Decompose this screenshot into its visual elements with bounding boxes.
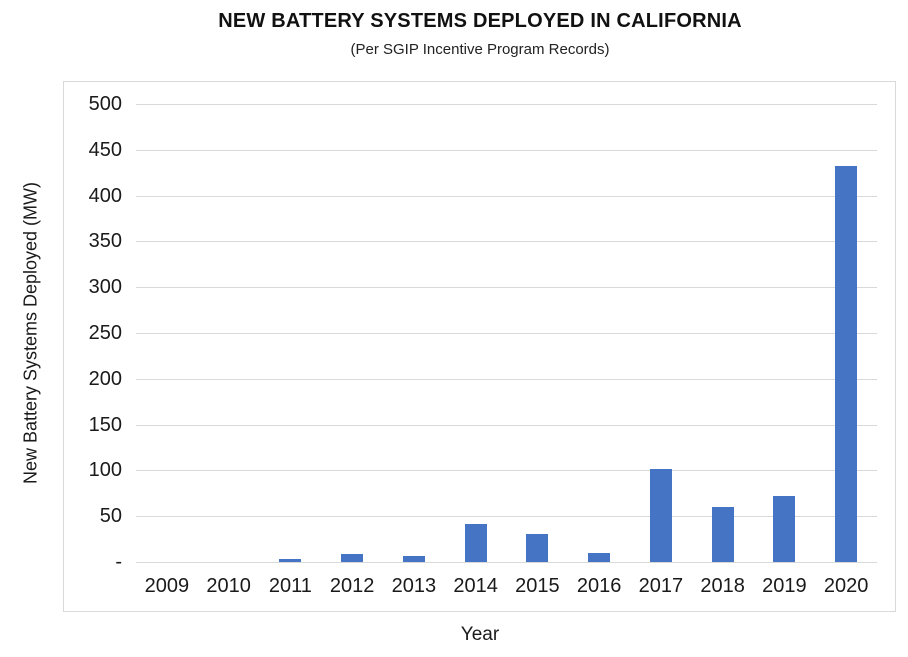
gridline xyxy=(136,287,877,289)
y-tick-label: 250 xyxy=(88,322,122,344)
gridline xyxy=(136,104,877,105)
x-tick-label: 2011 xyxy=(268,575,312,597)
bar-2017 xyxy=(649,468,672,562)
x-tick-label: 2014 xyxy=(453,575,498,597)
gridline xyxy=(136,333,877,334)
y-tick-label: - xyxy=(115,551,122,573)
x-tick-label: 2013 xyxy=(391,575,437,597)
x-tick-label: 2015 xyxy=(515,575,560,597)
gridline xyxy=(136,516,877,518)
x-tick-label: 2018 xyxy=(700,575,745,597)
y-tick-label: 50 xyxy=(99,505,122,528)
x-tick-label: 2009 xyxy=(144,575,190,597)
gridline xyxy=(136,424,877,426)
y-tick-label: 350 xyxy=(88,230,122,253)
chart-subtitle: (Per SGIP Incentive Program Records) xyxy=(350,41,610,58)
gridline xyxy=(136,149,877,151)
bar-2019 xyxy=(773,496,796,562)
bar-2018 xyxy=(711,507,734,562)
y-tick-label: 400 xyxy=(88,184,122,207)
x-tick-label: 2019 xyxy=(762,575,807,597)
x-axis-line xyxy=(136,562,877,563)
y-axis-title: New Battery Systems Deployed (MW) xyxy=(20,181,41,485)
y-tick-label: 500 xyxy=(88,93,122,115)
x-tick-label: 2017 xyxy=(638,575,684,597)
y-tick-label: 150 xyxy=(88,413,122,436)
chart-border-box: 500 450 400 350 300 250 200 150 100 50 - 2009 2010 2… xyxy=(63,81,896,612)
y-tick-label: 300 xyxy=(88,276,122,299)
gridline xyxy=(136,470,877,472)
y-tick-label: 100 xyxy=(88,459,122,482)
x-axis-title: Year xyxy=(460,624,500,645)
x-tick-label: 2016 xyxy=(576,575,622,597)
bar-2012 xyxy=(341,553,364,562)
bar-2014 xyxy=(464,524,487,562)
x-tick-label: 2020 xyxy=(823,575,869,597)
gridline xyxy=(136,378,877,380)
y-tick-label: 450 xyxy=(88,138,122,161)
x-tick-label: 2010 xyxy=(206,575,251,597)
bar-2016 xyxy=(588,552,611,562)
bar-2013 xyxy=(402,555,425,562)
x-tick-label: 2012 xyxy=(329,575,375,597)
plot-area xyxy=(136,104,877,563)
y-tick-label: 200 xyxy=(88,367,122,390)
gridline xyxy=(136,241,877,243)
gridline xyxy=(136,195,877,197)
chart-title: NEW BATTERY SYSTEMS DEPLOYED IN CALIFORN… xyxy=(218,10,742,32)
bar-2015 xyxy=(526,533,549,562)
bar-2011 xyxy=(279,559,302,562)
bar-2020 xyxy=(835,166,858,562)
